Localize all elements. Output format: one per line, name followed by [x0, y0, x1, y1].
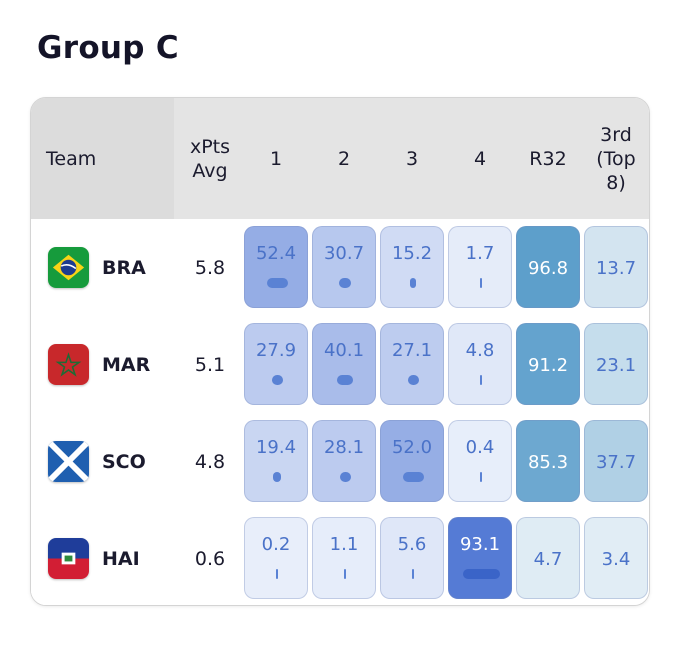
prob-bar [463, 569, 500, 579]
prob-bar [403, 472, 424, 482]
prob-value: 52.0 [391, 436, 433, 458]
prob-bar [272, 375, 283, 385]
standings-table: Team xPts Avg 1 2 3 4 R32 3rd (Top 8) BR… [30, 97, 650, 606]
prob-bar [273, 472, 281, 482]
prob-value: 5.6 [397, 533, 427, 555]
prob-value: 85.3 [527, 451, 569, 473]
prob-cell-p2: 28.1 [312, 420, 376, 502]
xpts-avg-value: 0.6 [194, 547, 226, 570]
prob-bar [480, 472, 482, 482]
team-code: HAI [102, 547, 140, 570]
prob-value: 23.1 [595, 354, 637, 376]
prob-cell-p4: 93.1 [448, 517, 512, 599]
prob-cell-p4: 1.7 [448, 226, 512, 308]
prob-cell-third: 13.7 [584, 226, 648, 308]
prob-cell-p1: 52.4 [244, 226, 308, 308]
prob-cell-r32: 4.7 [516, 517, 580, 599]
table-row: BRA 5.8 52.4 30.7 15.2 1.7 96.8 13.7 [31, 219, 649, 316]
prob-bar [480, 375, 482, 385]
xpts-avg-value: 5.8 [194, 256, 226, 279]
prob-value: 15.2 [391, 242, 433, 264]
prob-cell-p3: 52.0 [380, 420, 444, 502]
prob-cell-p3: 15.2 [380, 226, 444, 308]
team-code: SCO [102, 450, 146, 473]
prob-bar [410, 278, 416, 288]
table-row: HAI 0.6 0.2 1.1 5.6 93.1 4.7 3.4 [31, 510, 649, 605]
prob-cell-r32: 96.8 [516, 226, 580, 308]
xpts-avg-value: 5.1 [194, 353, 226, 376]
prob-value: 13.7 [595, 257, 637, 279]
header-place-2: 2 [337, 147, 351, 170]
prob-cell-p1: 27.9 [244, 323, 308, 405]
prob-value: 30.7 [323, 242, 365, 264]
table-row: SCO 4.8 19.4 28.1 52.0 0.4 85.3 37.7 [31, 413, 649, 510]
prob-cell-p2: 40.1 [312, 323, 376, 405]
team-code: BRA [102, 256, 146, 279]
prob-value: 3.4 [601, 548, 631, 570]
header-place-3: 3 [405, 147, 419, 170]
prob-value: 52.4 [255, 242, 297, 264]
prob-cell-p1: 19.4 [244, 420, 308, 502]
prob-bar [267, 278, 288, 288]
header-third-top8: 3rd (Top 8) [596, 123, 636, 194]
prob-value: 96.8 [527, 257, 569, 279]
prob-value: 40.1 [323, 339, 365, 361]
prob-cell-p2: 30.7 [312, 226, 376, 308]
prob-cell-p1: 0.2 [244, 517, 308, 599]
prob-value: 1.1 [329, 533, 359, 555]
xpts-avg-value: 4.8 [194, 450, 226, 473]
prob-value: 91.2 [527, 354, 569, 376]
prob-bar [344, 569, 346, 579]
prob-bar [337, 375, 353, 385]
prob-value: 27.9 [255, 339, 297, 361]
prob-value: 0.2 [261, 533, 291, 555]
team-code: MAR [102, 353, 151, 376]
prob-cell-third: 23.1 [584, 323, 648, 405]
header-xpts-avg: xPts Avg [189, 135, 231, 182]
prob-cell-r32: 91.2 [516, 323, 580, 405]
prob-value: 4.8 [465, 339, 495, 361]
prob-bar [276, 569, 278, 579]
haiti-flag-icon [48, 538, 89, 579]
header-place-4: 4 [473, 147, 487, 170]
header-team: Team [46, 147, 97, 170]
table-row: MAR 5.1 27.9 40.1 27.1 4.8 91.2 23.1 [31, 316, 649, 413]
prob-value: 1.7 [465, 242, 495, 264]
prob-bar [340, 472, 351, 482]
prob-cell-third: 3.4 [584, 517, 648, 599]
prob-value: 0.4 [465, 436, 495, 458]
prob-cell-r32: 85.3 [516, 420, 580, 502]
prob-bar [339, 278, 351, 288]
header-place-1: 1 [269, 147, 283, 170]
table-header: Team xPts Avg 1 2 3 4 R32 3rd (Top 8) [31, 98, 649, 219]
prob-value: 37.7 [595, 451, 637, 473]
scotland-flag-icon [48, 441, 89, 482]
prob-value: 4.7 [533, 548, 563, 570]
prob-bar [412, 569, 414, 579]
prob-value: 93.1 [459, 533, 501, 555]
prob-value: 19.4 [255, 436, 297, 458]
prob-cell-p3: 5.6 [380, 517, 444, 599]
prob-cell-p4: 0.4 [448, 420, 512, 502]
group-title: Group C [37, 30, 179, 66]
prob-cell-p2: 1.1 [312, 517, 376, 599]
prob-cell-p4: 4.8 [448, 323, 512, 405]
prob-value: 28.1 [323, 436, 365, 458]
prob-value: 27.1 [391, 339, 433, 361]
prob-cell-p3: 27.1 [380, 323, 444, 405]
prob-bar [408, 375, 419, 385]
prob-bar [480, 278, 482, 288]
morocco-flag-icon [48, 344, 89, 385]
header-r32: R32 [529, 147, 567, 170]
prob-cell-third: 37.7 [584, 420, 648, 502]
brazil-flag-icon [48, 247, 89, 288]
